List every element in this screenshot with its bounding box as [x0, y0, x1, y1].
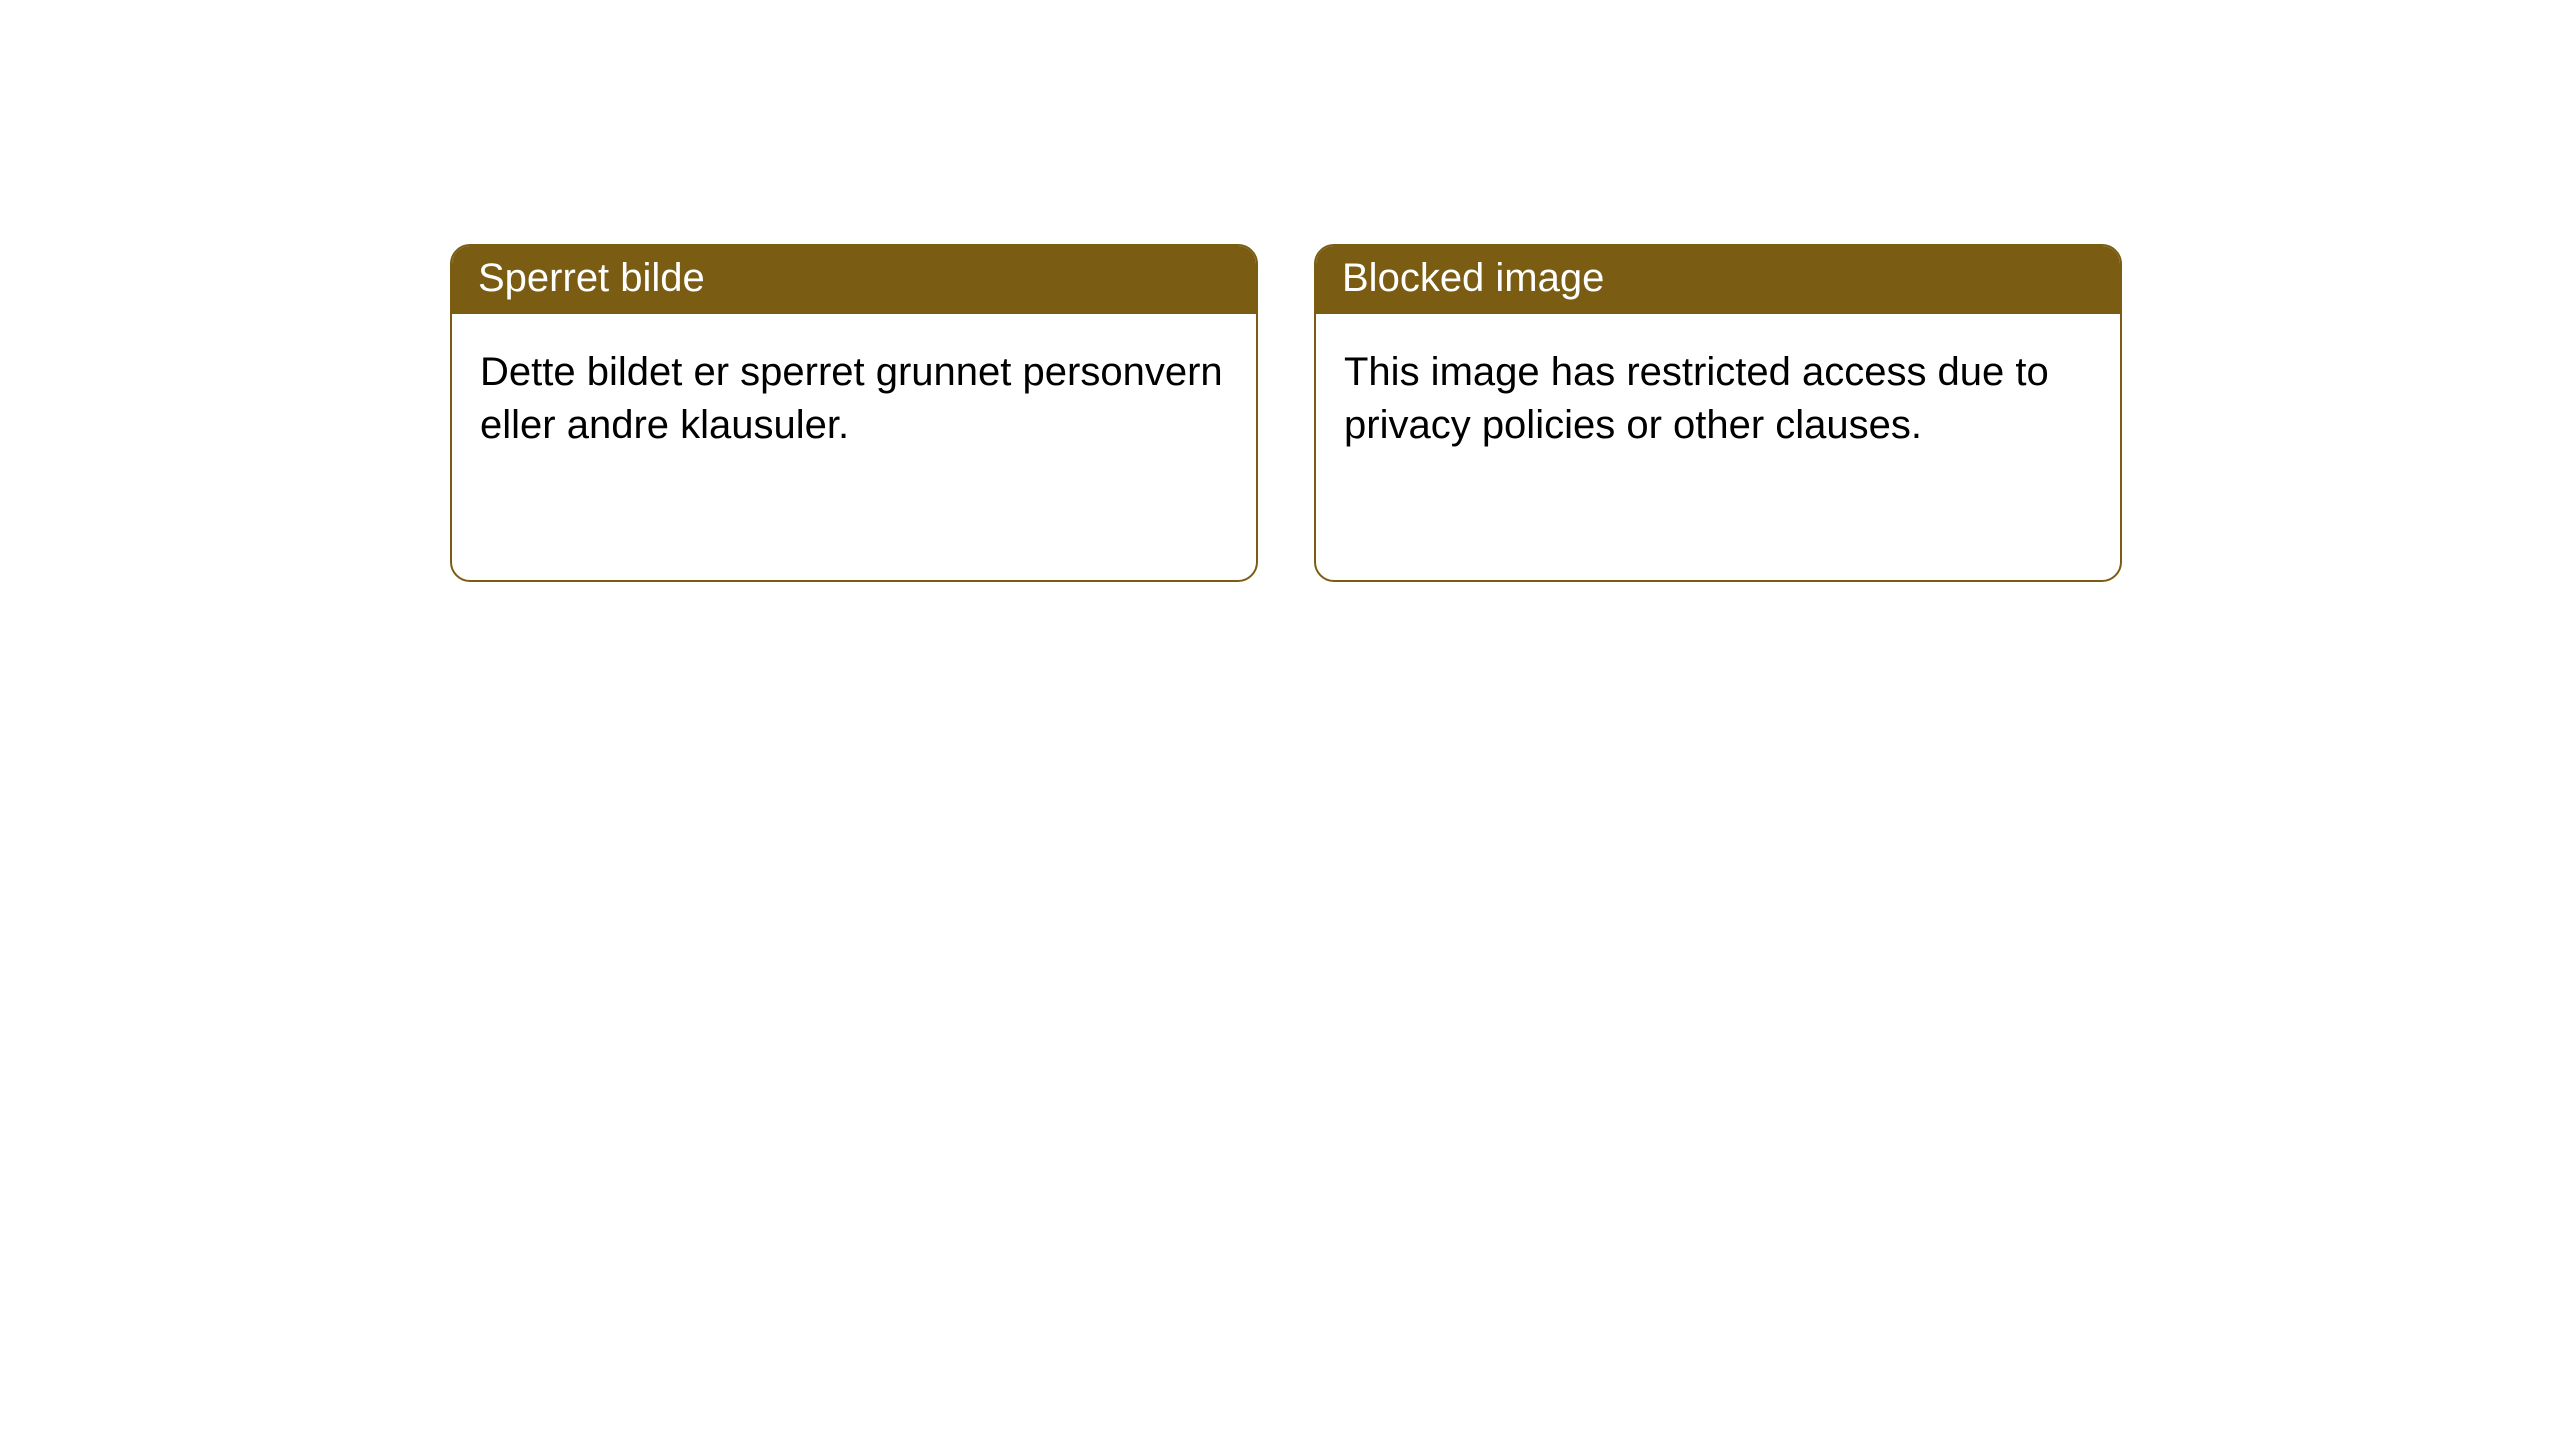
card-header-en: Blocked image: [1316, 246, 2120, 314]
card-header-no: Sperret bilde: [452, 246, 1256, 314]
card-title-no: Sperret bilde: [478, 256, 705, 300]
card-container: Sperret bilde Dette bildet er sperret gr…: [0, 0, 2560, 582]
card-message-no: Dette bildet er sperret grunnet personve…: [480, 350, 1223, 447]
card-title-en: Blocked image: [1342, 256, 1604, 300]
card-body-no: Dette bildet er sperret grunnet personve…: [452, 314, 1256, 484]
card-message-en: This image has restricted access due to …: [1344, 350, 2049, 447]
blocked-image-card-no: Sperret bilde Dette bildet er sperret gr…: [450, 244, 1258, 582]
blocked-image-card-en: Blocked image This image has restricted …: [1314, 244, 2122, 582]
card-body-en: This image has restricted access due to …: [1316, 314, 2120, 484]
